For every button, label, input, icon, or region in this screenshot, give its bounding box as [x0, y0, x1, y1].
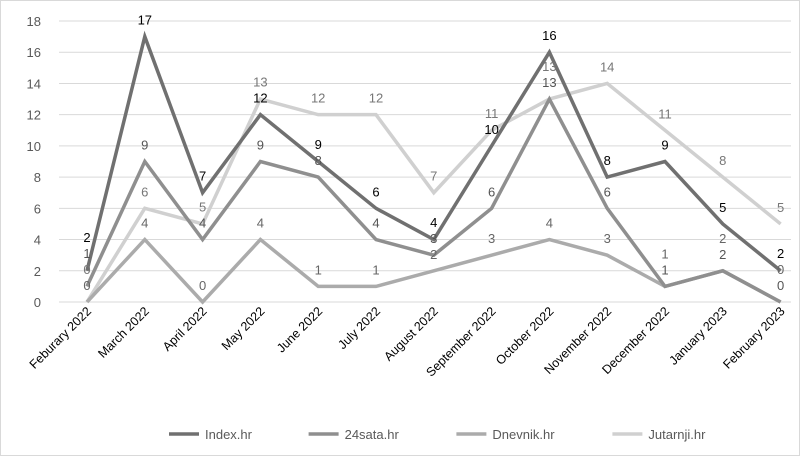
legend-item: Index.hr: [169, 427, 253, 442]
data-label: 4: [141, 216, 148, 231]
data-label: 1: [372, 262, 379, 277]
data-label: 9: [315, 137, 322, 152]
data-label: 1: [661, 246, 668, 261]
data-label: 12: [311, 91, 325, 106]
y-tick-label: 2: [34, 264, 41, 279]
data-label: 7: [430, 169, 437, 184]
x-tick-label: Feburary 2022: [27, 304, 94, 371]
data-label: 2: [430, 247, 437, 262]
legend-label: Jutarnji.hr: [648, 427, 706, 442]
legend-label: Index.hr: [205, 427, 253, 442]
y-tick-label: 10: [27, 139, 41, 154]
data-label: 4: [430, 215, 437, 230]
data-label: 8: [604, 153, 611, 168]
data-label: 6: [488, 184, 495, 199]
data-label: 13: [542, 75, 556, 90]
x-tick-label: April 2022: [160, 304, 210, 354]
data-label: 9: [661, 138, 668, 153]
data-label: 10: [484, 122, 498, 137]
data-label: 17: [138, 13, 152, 28]
data-label: 1: [315, 262, 322, 277]
data-label: 3: [488, 231, 495, 246]
data-label: 9: [257, 138, 264, 153]
y-tick-label: 16: [27, 45, 41, 60]
data-label: 2: [777, 246, 784, 261]
data-label: 4: [372, 216, 379, 231]
y-tick-label: 6: [34, 201, 41, 216]
x-tick-label: May 2022: [219, 304, 268, 353]
legend-label: 24sata.hr: [345, 427, 400, 442]
y-tick-label: 4: [34, 233, 41, 248]
x-tick-label: February 2023: [720, 304, 787, 371]
data-label: 2: [83, 230, 90, 245]
data-label: 8: [719, 153, 726, 168]
x-tick-label: March 2022: [95, 304, 152, 361]
data-label: 4: [257, 216, 264, 231]
legend-label: Dnevnik.hr: [492, 427, 555, 442]
x-tick-label: July 2022: [335, 304, 383, 352]
data-label: 16: [542, 28, 556, 43]
data-label: 0: [83, 278, 90, 293]
data-label: 0: [777, 262, 784, 277]
data-label: 2: [719, 247, 726, 262]
data-label: 7: [199, 169, 206, 184]
x-tick-label: January 2023: [666, 304, 729, 367]
data-label: 12: [253, 91, 267, 106]
x-tick-label: August 2022: [381, 304, 441, 364]
series-line-index-hr: [85, 30, 782, 273]
data-label: 14: [600, 59, 614, 74]
x-tick-label: October 2022: [493, 304, 556, 367]
x-tick-label: June 2022: [274, 304, 325, 355]
legend-item: Dnevnik.hr: [456, 427, 555, 442]
data-label: 11: [485, 106, 499, 121]
y-tick-label: 14: [27, 76, 41, 91]
data-label: 6: [372, 184, 379, 199]
legend-item: 24sata.hr: [308, 427, 400, 442]
data-label: 3: [604, 231, 611, 246]
data-label: 0: [199, 278, 206, 293]
data-label: 12: [369, 91, 383, 106]
data-label: 1: [661, 262, 668, 277]
data-label: 4: [199, 216, 206, 231]
data-label: 8: [315, 153, 322, 168]
data-label: 9: [141, 138, 148, 153]
data-label: 6: [141, 184, 148, 199]
data-label: 11: [658, 106, 672, 121]
y-tick-label: 8: [34, 170, 41, 185]
legend-item: Jutarnji.hr: [612, 427, 706, 442]
data-label: 3: [430, 231, 437, 246]
data-label: 5: [777, 200, 784, 215]
y-tick-label: 12: [27, 108, 41, 123]
data-label: 6: [604, 184, 611, 199]
data-label: 2: [719, 231, 726, 246]
data-label: 0: [83, 262, 90, 277]
data-label: 13: [542, 59, 556, 74]
data-label: 13: [253, 75, 267, 90]
y-tick-label: 18: [27, 14, 41, 29]
data-label: 5: [199, 200, 206, 215]
data-label: 4: [546, 216, 553, 231]
data-label: 0: [777, 278, 784, 293]
data-label: 5: [719, 200, 726, 215]
y-tick-label: 0: [34, 295, 41, 310]
data-label: 1: [83, 246, 90, 261]
series-line-jutarnji-hr: [85, 81, 782, 303]
series-line-24sata-hr: [85, 95, 782, 304]
